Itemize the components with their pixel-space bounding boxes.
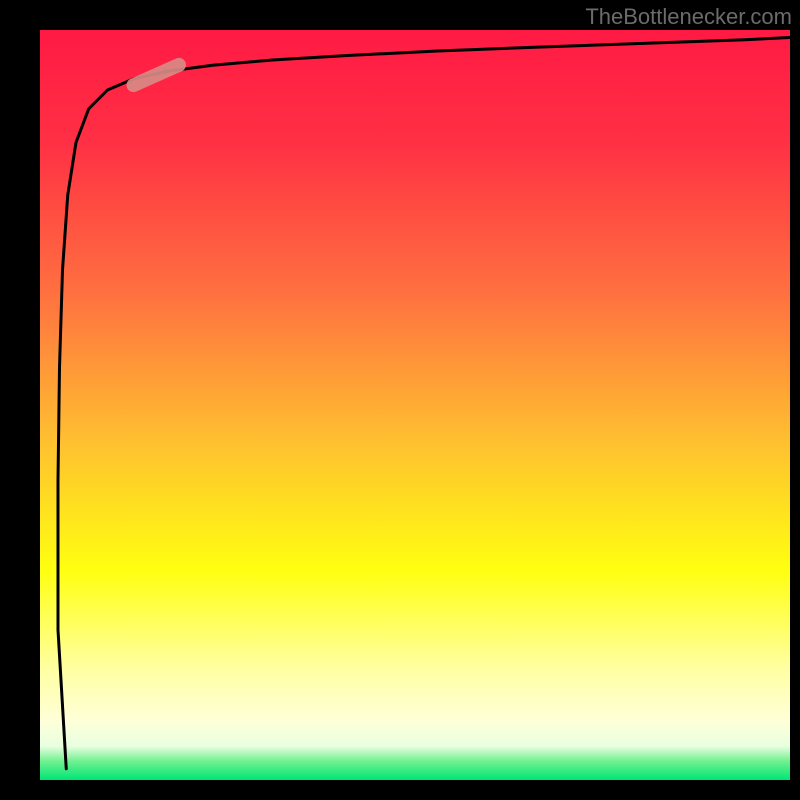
watermark-text: TheBottlenecker.com [585,4,792,30]
figure-root: TheBottlenecker.com [0,0,800,800]
bottleneck-chart [0,0,800,800]
plot-area-gradient [40,30,790,780]
